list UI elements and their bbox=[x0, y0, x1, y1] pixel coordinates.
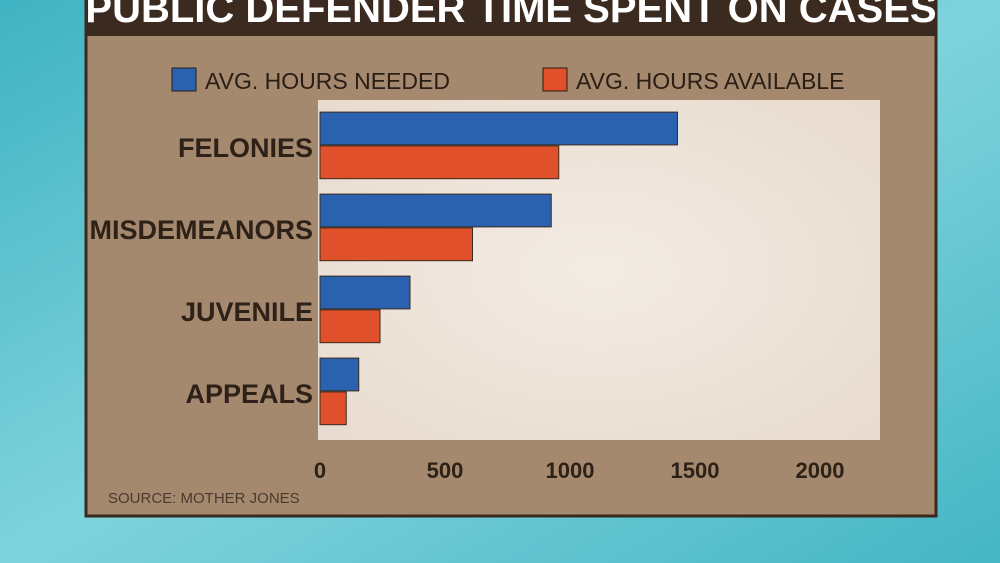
x-tick-label: 1500 bbox=[671, 458, 720, 483]
x-tick-label: 2000 bbox=[796, 458, 845, 483]
bar bbox=[319, 111, 678, 146]
bar bbox=[319, 193, 552, 228]
legend-label: AVG. HOURS NEEDED bbox=[205, 68, 450, 94]
title-bar bbox=[86, 0, 936, 36]
bar bbox=[319, 391, 347, 426]
legend-swatch bbox=[542, 67, 568, 92]
legend-swatch bbox=[171, 67, 197, 92]
y-tick-label: FELONIES bbox=[178, 133, 313, 163]
legend-label: AVG. HOURS AVAILABLE bbox=[576, 68, 844, 94]
bar bbox=[319, 145, 560, 180]
bar bbox=[319, 357, 360, 392]
y-tick-label: JUVENILE bbox=[181, 297, 313, 327]
bar bbox=[319, 275, 411, 310]
y-tick-label: APPEALS bbox=[185, 379, 313, 409]
x-tick-label: 0 bbox=[314, 458, 326, 483]
x-tick-label: 500 bbox=[427, 458, 464, 483]
bar bbox=[319, 227, 473, 262]
y-tick-label: MISDEMEANORS bbox=[89, 215, 313, 245]
source: SOURCE: MOTHER JONES bbox=[108, 490, 300, 507]
bar bbox=[319, 309, 381, 344]
x-tick-label: 1000 bbox=[546, 458, 595, 483]
chart-title: PUBLIC DEFENDER TIME SPENT ON CASES bbox=[85, 0, 936, 31]
